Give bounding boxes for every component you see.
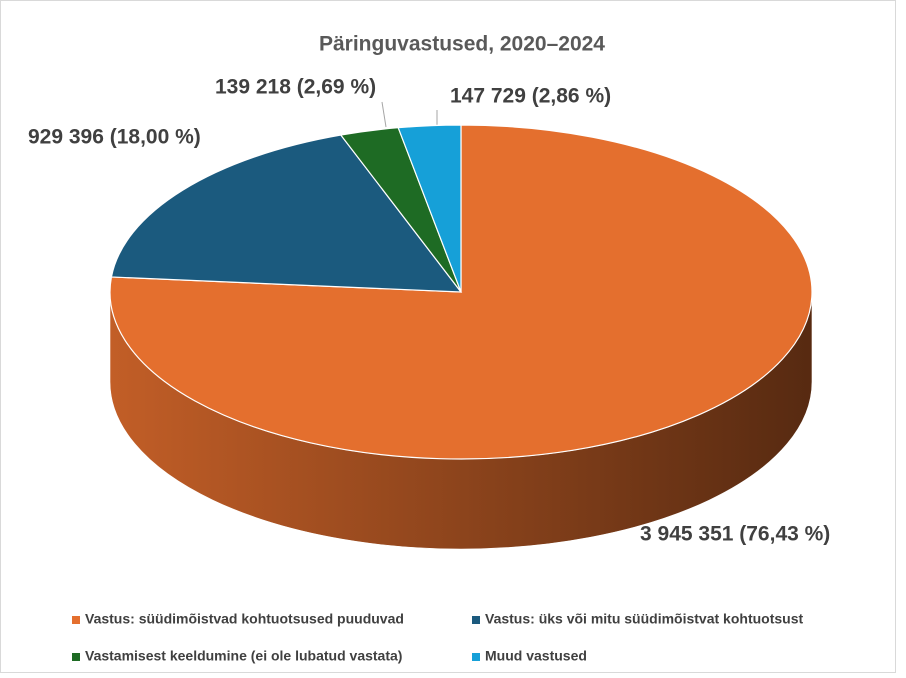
- pie-slice: [397, 124, 462, 293]
- data-label: 3 945 351 (76,43 %): [640, 523, 830, 546]
- data-label: 147 729 (2,86 %): [450, 85, 611, 108]
- data-label: 929 396 (18,00 %): [28, 126, 201, 149]
- legend-swatch: [472, 653, 480, 661]
- legend-label: Muud vastused: [485, 648, 587, 664]
- pie-slice: [110, 134, 463, 293]
- legend-label: Vastamisest keeldumine (ei ole lubatud v…: [85, 648, 402, 664]
- legend-swatch: [72, 616, 80, 624]
- legend-swatch: [72, 653, 80, 661]
- pie-slice: [109, 124, 813, 460]
- legend-label: Vastus: süüdimõistvad kohtuotsused puudu…: [85, 611, 404, 627]
- leader-line: [381, 101, 387, 128]
- legend-swatch: [472, 616, 480, 624]
- data-label: 139 218 (2,69 %): [215, 76, 376, 99]
- legend-label: Vastus: üks või mitu süüdimõistvat kohtu…: [485, 611, 803, 627]
- chart-title: Päringuvastused, 2020–2024: [319, 33, 605, 56]
